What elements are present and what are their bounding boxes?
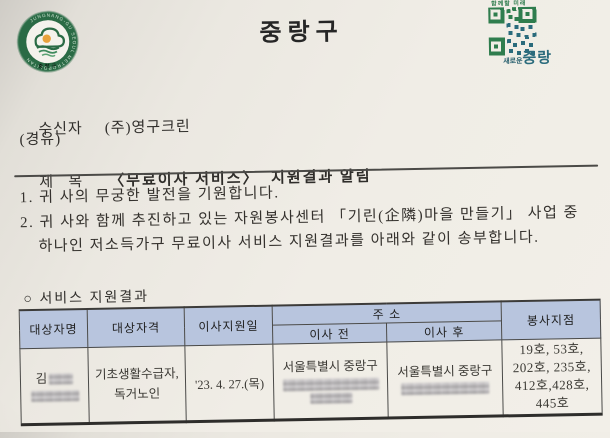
cell-branch: 19호, 53호, 202호, 235호, 412호,428호, 445호 <box>501 338 603 416</box>
support-result-table: 대상자명 대상자격 이사지원일 주 소 봉사지점 이사 전 이사 후 김 <box>18 298 603 427</box>
seal-emblem-icon: JUNGNANG-GU SEOUL METROPOLITAN 중랑구 <box>18 12 77 71</box>
col-header-address-before: 이사 전 <box>272 323 387 345</box>
table-row: 김 기초생활수급자, 독거노인 '23. 4. 27.(목) 서울특별시 중랑구 <box>19 338 603 425</box>
slogan-bottom-small-text: 새로운 <box>503 57 523 66</box>
branch-line2: 202호, 235호, <box>512 358 592 376</box>
branch-line1: 19호, 53호, <box>519 340 584 358</box>
slogan-bottom-large-text: 중랑 <box>522 49 553 67</box>
branch-line3: 412호,428호, <box>514 376 590 394</box>
jungnang-gu-seal-logo: JUNGNANG-GU SEOUL METROPOLITAN 중랑구 <box>17 11 79 73</box>
cell-address-before: 서울특별시 중랑구 <box>272 342 389 421</box>
cell-qualification: 기초생활수급자, 독거노인 <box>87 345 187 424</box>
col-header-name: 대상자명 <box>19 309 88 349</box>
redacted-name-blur <box>49 373 74 385</box>
section-title: ○ 서비스 지원결과 <box>23 289 150 308</box>
col-header-address-after: 이사 후 <box>386 320 502 343</box>
qualification-line1: 기초생활수급자, <box>94 366 179 382</box>
redacted-address-after-blur <box>401 381 490 396</box>
recipient-value: (주)영구크린 <box>104 119 191 137</box>
qualification-line2: 독거노인 <box>114 386 161 402</box>
branch-line4: 445호 <box>535 395 570 411</box>
redacted-name-blur-2 <box>30 389 79 402</box>
redacted-address-before-blur-2 <box>309 391 352 404</box>
cell-target-name: 김 <box>19 347 90 425</box>
cell-support-date: '23. 4. 27.(목) <box>184 344 275 422</box>
qr-code-icon <box>488 6 537 56</box>
col-header-support-date: 이사지원일 <box>184 305 273 346</box>
slogan-bottom: 새로운 중랑 <box>503 49 553 67</box>
target-name-visible: 김 <box>35 372 48 387</box>
address-before-line1: 서울특별시 중랑구 <box>282 359 378 375</box>
qr-block: 함께할 미래 <box>488 0 571 67</box>
address-after-line1: 서울특별시 중랑구 <box>397 363 493 380</box>
cell-address-after: 서울특별시 중랑구 <box>386 339 504 419</box>
redacted-address-before-blur <box>282 377 379 392</box>
col-header-branch: 봉사지점 <box>501 299 601 340</box>
svg-text:중랑구: 중랑구 <box>38 62 58 69</box>
col-header-qualification: 대상자격 <box>87 307 185 348</box>
via-line: (경유) <box>19 131 62 149</box>
